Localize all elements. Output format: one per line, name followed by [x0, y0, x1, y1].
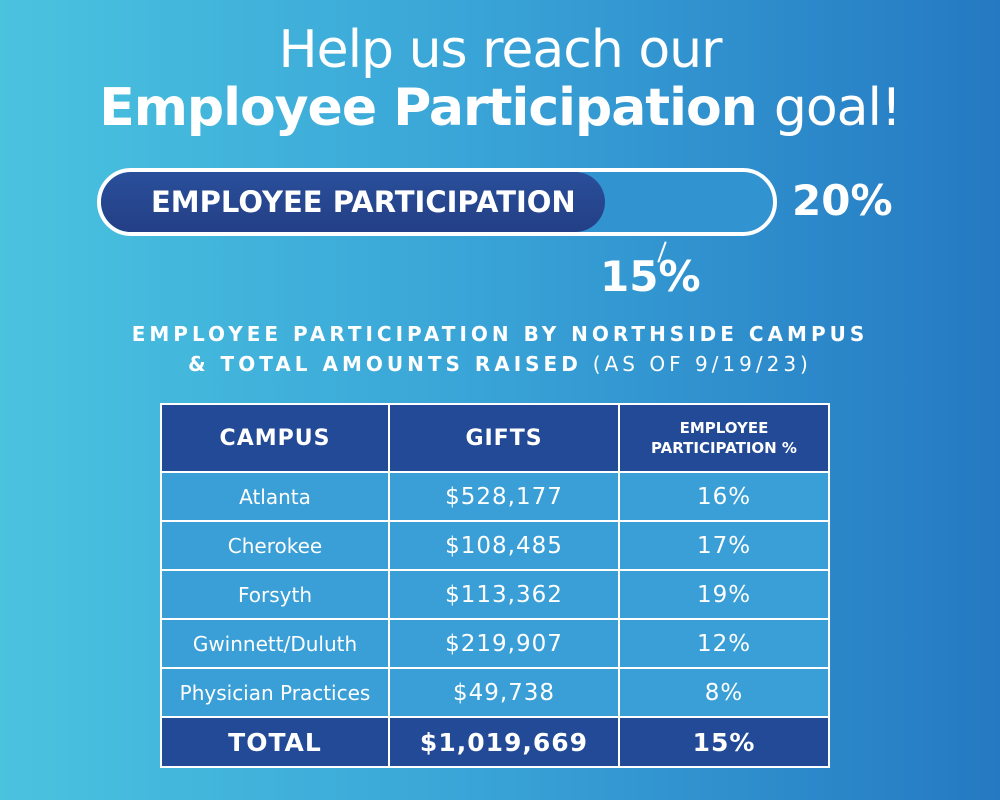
header-gifts: GIFTS: [388, 403, 620, 473]
gifts-cell: $113,362: [388, 569, 620, 620]
subheading-line-1: EMPLOYEE PARTICIPATION BY NORTHSIDE CAMP…: [131, 322, 869, 346]
header-participation: EMPLOYEE PARTICIPATION %: [618, 403, 830, 473]
table-row: Gwinnett/Duluth $219,907 12%: [160, 618, 830, 669]
subheading-totals: & TOTAL AMOUNTS RAISED: [188, 352, 582, 376]
headline-line-2: Employee Participation goal!: [0, 78, 1000, 138]
table-header-row: CAMPUS GIFTS EMPLOYEE PARTICIPATION %: [160, 403, 830, 473]
participation-cell: 19%: [618, 569, 830, 620]
table-total-row: TOTAL $1,019,669 15%: [160, 716, 830, 768]
header-participation-line-1: EMPLOYEE: [679, 419, 769, 437]
campus-cell: Cherokee: [160, 520, 390, 571]
gifts-cell: $49,738: [388, 667, 620, 718]
gifts-cell: $219,907: [388, 618, 620, 669]
header-participation-line-2: PARTICIPATION %: [651, 439, 797, 457]
headline-emphasis: Employee Participation: [99, 78, 758, 138]
goal-percent: 20%: [792, 176, 893, 225]
participation-cell: 17%: [618, 520, 830, 571]
table-row: Forsyth $113,362 19%: [160, 569, 830, 620]
headline-goal-word: goal!: [773, 78, 902, 138]
participation-cell: 8%: [618, 667, 830, 718]
as-of-date: (AS OF 9/19/23): [592, 352, 812, 376]
table-row: Cherokee $108,485 17%: [160, 520, 830, 571]
table-row: Atlanta $528,177 16%: [160, 471, 830, 522]
current-percent: 15%: [600, 252, 701, 301]
campus-cell: Forsyth: [160, 569, 390, 620]
participation-progress-bar: EMPLOYEE PARTICIPATION: [97, 168, 777, 236]
total-participation-cell: 15%: [618, 716, 830, 768]
headline-line-1: Help us reach our: [278, 20, 723, 80]
participation-cell: 16%: [618, 471, 830, 522]
total-gifts-cell: $1,019,669: [388, 716, 620, 768]
campus-cell: Atlanta: [160, 471, 390, 522]
subheading-line-2: & TOTAL AMOUNTS RAISED (AS OF 9/19/23): [0, 352, 1000, 376]
gifts-cell: $528,177: [388, 471, 620, 522]
total-label-cell: TOTAL: [160, 716, 390, 768]
campus-cell: Gwinnett/Duluth: [160, 618, 390, 669]
header-campus: CAMPUS: [160, 403, 390, 473]
campus-participation-table: CAMPUS GIFTS EMPLOYEE PARTICIPATION % Atl…: [160, 403, 830, 768]
gifts-cell: $108,485: [388, 520, 620, 571]
campus-cell: Physician Practices: [160, 667, 390, 718]
participation-cell: 12%: [618, 618, 830, 669]
participation-progress-fill: [101, 172, 605, 232]
table-row: Physician Practices $49,738 8%: [160, 667, 830, 718]
progress-bar-label: EMPLOYEE PARTICIPATION: [151, 185, 576, 219]
